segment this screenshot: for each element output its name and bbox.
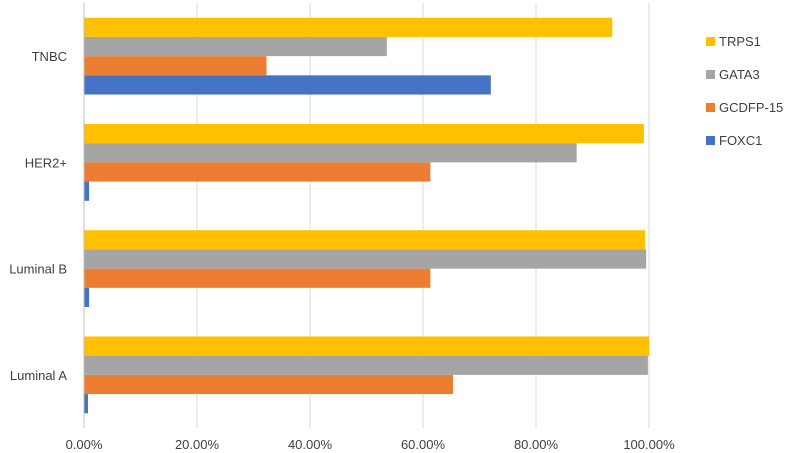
bar-trps1-tnbc [84, 17, 613, 37]
bar-trps1-luminal-b [84, 230, 646, 250]
bar-gcdfp-15-her2 [84, 162, 431, 182]
bar-trps1-luminal-a [84, 336, 649, 356]
x-tick-label: 60.00% [401, 437, 446, 452]
bar-trps1-her2 [84, 123, 644, 144]
bar-foxc1-luminal-a [84, 394, 88, 414]
legend-label-gcdfp-15: GCDFP-15 [719, 100, 783, 115]
category-label: TNBC [32, 49, 67, 64]
legend-label-gata3: GATA3 [719, 67, 760, 82]
category-label: HER2+ [25, 155, 67, 170]
value-axis: 0.00% 20.00% 40.00% 60.00% 80.00% 100.00% [66, 437, 676, 452]
legend-swatch-gata3 [706, 70, 715, 79]
bar-foxc1-her2 [84, 181, 90, 201]
bar-gcdfp-15-luminal-a [84, 374, 453, 395]
bar-gata3-luminal-b [84, 249, 647, 269]
bars [84, 17, 649, 414]
category-axis: Luminal A Luminal B HER2+ TNBC [9, 3, 85, 428]
bar-gcdfp-15-luminal-b [84, 268, 431, 288]
bar-gata3-tnbc [84, 36, 387, 57]
bar-gcdfp-15-tnbc [84, 56, 267, 76]
bar-foxc1-tnbc [84, 75, 491, 95]
bar-gata3-luminal-a [84, 355, 648, 375]
bar-foxc1-luminal-b [84, 287, 90, 308]
category-label: Luminal B [9, 262, 67, 277]
x-tick-label: 80.00% [514, 437, 559, 452]
legend-swatch-foxc1 [706, 136, 715, 145]
x-tick-label: 100.00% [623, 437, 675, 452]
legend: TRPS1 GATA3 GCDFP-15 FOXC1 [706, 34, 783, 148]
x-tick-label: 40.00% [288, 437, 333, 452]
x-tick-label: 0.00% [66, 437, 103, 452]
legend-swatch-trps1 [706, 37, 715, 46]
legend-swatch-gcdfp-15 [706, 103, 715, 112]
bar-gata3-her2 [84, 143, 577, 163]
x-tick-label: 20.00% [175, 437, 220, 452]
category-label: Luminal A [10, 368, 67, 383]
legend-label-trps1: TRPS1 [719, 34, 761, 49]
legend-label-foxc1: FOXC1 [719, 133, 762, 148]
